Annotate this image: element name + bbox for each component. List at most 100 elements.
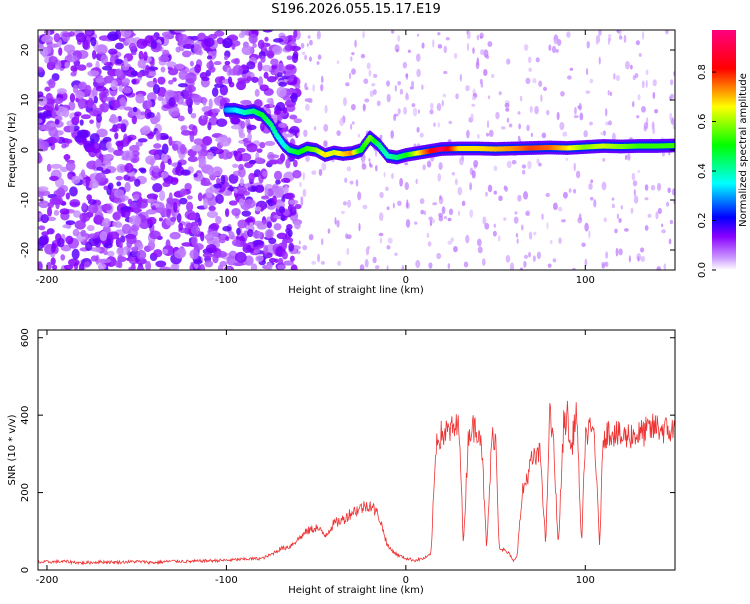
noise-speckle	[136, 266, 145, 270]
noise-speckle	[112, 211, 121, 221]
noise-speckle	[207, 200, 214, 207]
noise-speckle	[466, 42, 470, 52]
noise-speckle	[379, 134, 383, 139]
noise-speckle	[77, 64, 87, 71]
noise-speckle	[161, 152, 168, 163]
noise-speckle	[80, 114, 91, 120]
noise-speckle	[185, 96, 191, 106]
noise-speckle	[64, 61, 70, 69]
noise-speckle	[598, 56, 601, 65]
noise-speckle	[165, 239, 171, 251]
noise-speckle	[46, 136, 58, 144]
noise-speckle	[261, 64, 272, 72]
noise-speckle	[406, 199, 409, 209]
snr-y-tick-label: 600	[20, 328, 31, 347]
noise-speckle	[515, 232, 519, 238]
noise-speckle	[558, 237, 562, 244]
noise-speckle	[200, 181, 212, 186]
noise-speckle	[589, 78, 594, 84]
noise-speckle	[492, 230, 497, 237]
noise-speckle	[114, 42, 124, 50]
noise-speckle	[475, 61, 480, 70]
noise-speckle	[69, 186, 78, 197]
noise-speckle	[360, 53, 366, 59]
noise-speckle	[149, 230, 161, 240]
spectrogram-x-ticks: -200 -100 0 100	[36, 30, 595, 286]
noise-speckle	[471, 96, 477, 101]
noise-speckle	[557, 206, 563, 212]
noise-speckle	[479, 49, 485, 56]
noise-speckle	[311, 260, 317, 265]
noise-speckle	[39, 46, 50, 56]
noise-speckle	[121, 64, 130, 71]
noise-speckle	[206, 210, 219, 219]
noise-speckle	[63, 44, 76, 53]
noise-speckle	[669, 79, 674, 86]
noise-speckle	[536, 251, 541, 260]
noise-speckle	[274, 187, 284, 197]
noise-speckle	[654, 109, 659, 114]
noise-speckle	[88, 233, 99, 239]
noise-speckle	[535, 57, 540, 63]
noise-speckle	[638, 53, 642, 57]
noise-speckle	[222, 225, 232, 232]
noise-speckle	[481, 258, 486, 266]
noise-speckle	[476, 238, 482, 247]
noise-speckle	[206, 151, 214, 160]
noise-speckle	[246, 124, 257, 131]
noise-speckle	[290, 92, 298, 103]
noise-speckle	[294, 203, 302, 210]
noise-speckle	[113, 198, 123, 204]
noise-speckle	[254, 184, 265, 193]
noise-speckle	[486, 120, 490, 129]
colorbar-tick-label: 0.6	[697, 114, 708, 130]
noise-speckle	[421, 84, 424, 90]
noise-speckle	[114, 132, 119, 140]
noise-speckle	[275, 179, 281, 185]
noise-speckle	[173, 201, 178, 213]
noise-speckle	[618, 35, 623, 40]
noise-speckle	[574, 106, 577, 115]
noise-speckle	[273, 223, 282, 231]
noise-speckle	[457, 210, 461, 216]
noise-speckle	[178, 69, 188, 81]
noise-speckle	[271, 195, 277, 206]
noise-speckle	[267, 204, 276, 210]
noise-speckle	[498, 195, 503, 202]
noise-speckle	[405, 218, 411, 228]
noise-speckle	[59, 166, 69, 173]
noise-speckle	[80, 229, 87, 237]
noise-speckle	[252, 230, 263, 239]
noise-speckle	[588, 183, 593, 190]
spectrogram-y-tick-label: -20	[20, 242, 31, 258]
noise-speckle	[62, 107, 70, 118]
noise-speckle	[506, 58, 511, 65]
noise-speckle	[120, 30, 132, 38]
noise-speckle	[262, 30, 273, 33]
noise-speckle	[286, 224, 293, 230]
noise-speckle	[327, 228, 331, 234]
noise-speckle	[311, 170, 317, 175]
noise-speckle	[162, 181, 171, 188]
noise-speckle	[644, 225, 649, 231]
noise-speckle	[46, 216, 57, 222]
noise-speckle	[228, 173, 239, 184]
noise-speckle	[414, 221, 418, 225]
noise-speckle	[208, 205, 216, 212]
noise-speckle	[457, 186, 463, 196]
noise-speckle	[588, 230, 591, 239]
noise-speckle	[346, 166, 352, 172]
noise-speckle	[282, 95, 291, 101]
noise-speckle	[375, 164, 378, 172]
noise-speckle	[194, 64, 202, 74]
noise-speckle	[469, 182, 473, 191]
noise-speckle	[119, 97, 126, 107]
noise-speckle	[121, 208, 131, 218]
noise-speckle	[202, 135, 213, 146]
colorbar-tick-label: 0.2	[697, 213, 708, 229]
noise-speckle	[103, 250, 109, 256]
snr-y-tick-label: 400	[20, 406, 31, 425]
noise-speckle	[260, 122, 265, 132]
noise-speckle	[292, 159, 298, 168]
noise-speckle	[107, 250, 115, 257]
